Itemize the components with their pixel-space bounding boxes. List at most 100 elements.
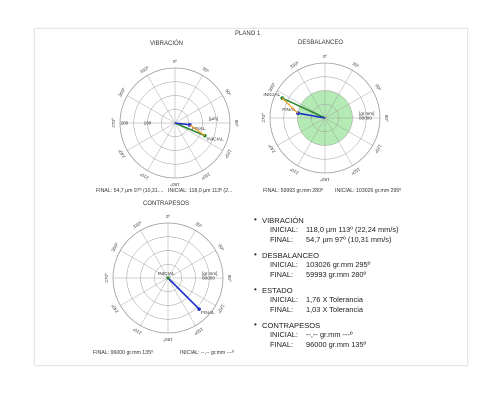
angle-tick-label: 0º bbox=[173, 59, 178, 64]
angle-tick-label: 30º bbox=[351, 61, 360, 69]
grid-spoke bbox=[174, 122, 223, 151]
angle-tick-label: 60º bbox=[374, 83, 382, 92]
vector-tip-final bbox=[197, 307, 201, 311]
angle-tick-label: 120º bbox=[216, 303, 225, 314]
vector-label: FINAL bbox=[282, 107, 296, 113]
report-panel bbox=[34, 28, 468, 366]
angle-tick-label: 240º bbox=[110, 303, 119, 314]
unit-label: [µm] bbox=[209, 116, 218, 121]
grid-spoke bbox=[324, 117, 353, 166]
difference-vector bbox=[189, 124, 206, 137]
angle-tick-label: 240º bbox=[117, 148, 126, 159]
angle-tick-label: 300º bbox=[117, 87, 126, 98]
page-title: PLANO 1 bbox=[235, 31, 261, 37]
angle-tick-label: 180º bbox=[170, 182, 180, 187]
angle-tick-label: 270º bbox=[261, 113, 266, 123]
summary-label: INICIAL: bbox=[270, 295, 298, 304]
scale-outer-label: 80000 bbox=[359, 116, 372, 121]
summary-value: 1,03 X Tolerancia bbox=[306, 304, 363, 314]
angle-tick-label: 30º bbox=[194, 221, 203, 229]
grid-spoke bbox=[140, 277, 169, 326]
grid-spoke bbox=[147, 75, 176, 124]
grid-spoke bbox=[167, 277, 196, 326]
angle-tick-label: 150º bbox=[200, 172, 211, 181]
summary-contrapesos: CONTRAPESOS INICIAL: --,-- gr.mm ---º FIN… bbox=[254, 320, 454, 349]
grid-spoke bbox=[277, 117, 326, 146]
vector-final bbox=[297, 112, 326, 119]
angle-tick-label: 180º bbox=[320, 177, 330, 182]
footer-des-inicial: INICIAL: 103026 gr.mm 295º bbox=[335, 188, 402, 194]
vector-inicial bbox=[174, 122, 206, 137]
angle-tick-label: 0º bbox=[323, 54, 328, 59]
vector-inicial bbox=[281, 97, 326, 119]
angle-tick-label: 210º bbox=[132, 326, 143, 335]
vector-label: FINAL bbox=[201, 310, 215, 316]
summary-vibracion-title: VIBRACIÓN bbox=[254, 215, 454, 225]
grid-spoke bbox=[297, 70, 326, 119]
difference-vector bbox=[281, 97, 299, 114]
angle-tick-label: 270º bbox=[104, 273, 109, 283]
grid-spoke bbox=[120, 277, 169, 306]
footer-con-inicial: INICIAL: --,-- gr.mm ---º bbox=[180, 350, 234, 356]
summary-block: VIBRACIÓN INICIAL: 118,0 µm 113º (22,24 m… bbox=[254, 215, 454, 356]
footer-vib-final: FINAL: 54,7 µm 97º (10,31.... bbox=[96, 188, 164, 194]
vector-label: FINAL bbox=[192, 126, 206, 132]
center-label: INICIAL bbox=[158, 271, 175, 277]
grid-spoke bbox=[140, 230, 169, 279]
vector-label: INICIAL bbox=[263, 92, 280, 98]
angle-tick-label: 210º bbox=[139, 171, 150, 180]
grid-spoke bbox=[174, 75, 203, 124]
footer-vib-inicial: INICIAL: 118,0 µm 113º (2... bbox=[168, 188, 233, 194]
grid-spoke bbox=[324, 70, 353, 119]
grid-spoke bbox=[324, 90, 373, 119]
angle-tick-label: 120º bbox=[373, 143, 382, 154]
summary-label: FINAL: bbox=[270, 304, 293, 314]
angle-tick-label: 240º bbox=[267, 143, 276, 154]
angle-tick-label: 30º bbox=[201, 66, 210, 74]
vector-final bbox=[167, 277, 200, 310]
scale-inner-label: 100 bbox=[144, 121, 152, 126]
angle-tick-label: 330º bbox=[289, 60, 300, 69]
summary-value: 103026 gr.mm 295º bbox=[306, 260, 371, 269]
grid-spoke bbox=[127, 122, 176, 151]
grid-spoke bbox=[127, 95, 176, 124]
scale-outer-label: 80000 bbox=[202, 276, 215, 281]
summary-label: INICIAL: bbox=[270, 260, 298, 269]
grid-spoke bbox=[167, 250, 216, 279]
angle-tick-label: 270º bbox=[111, 118, 116, 128]
angle-tick-label: 90º bbox=[227, 275, 232, 282]
center-point bbox=[166, 276, 170, 280]
unit-label: [gr.mm] bbox=[202, 271, 217, 276]
summary-value: 118,0 µm 113º (22,24 mm/s) bbox=[306, 225, 399, 234]
grid-spoke bbox=[120, 250, 169, 279]
summary-label: FINAL: bbox=[270, 234, 293, 244]
summary-value: 96000 gr.mm 135º bbox=[306, 339, 367, 349]
summary-value: 1,76 X Tolerancia bbox=[306, 295, 363, 304]
footer-des-final: FINAL: 59993 gr.mm 280º bbox=[263, 188, 323, 194]
summary-value: --,-- gr.mm ---º bbox=[306, 330, 353, 339]
grid-spoke bbox=[167, 230, 196, 279]
summary-estado: ESTADO INICIAL: 1,76 X Tolerancia FINAL: 1… bbox=[254, 285, 454, 314]
grid-spoke bbox=[297, 117, 326, 166]
grid-spoke bbox=[147, 122, 176, 171]
angle-tick-label: 60º bbox=[224, 88, 232, 97]
chart-title-vibracion: VIBRACIÓN bbox=[150, 41, 184, 47]
angle-tick-label: 120º bbox=[223, 148, 232, 159]
angle-tick-label: 90º bbox=[234, 120, 239, 127]
summary-label: INICIAL: bbox=[270, 225, 298, 234]
scale-outer-label: 200 bbox=[121, 121, 129, 126]
summary-label: FINAL: bbox=[270, 339, 293, 349]
angle-tick-label: 60º bbox=[217, 243, 225, 252]
summary-value: 54,7 µm 97º (10,31 mm/s) bbox=[306, 234, 392, 244]
angle-tick-label: 210º bbox=[289, 166, 300, 175]
summary-contrapesos-title: CONTRAPESOS bbox=[254, 320, 454, 330]
chart-title-contrapesos: CONTRAPESOS bbox=[143, 201, 190, 207]
angle-tick-label: 330º bbox=[139, 65, 150, 74]
angle-tick-label: 300º bbox=[267, 82, 276, 93]
grid-spoke bbox=[174, 95, 223, 124]
angle-tick-label: 150º bbox=[350, 167, 361, 176]
summary-estado-title: ESTADO bbox=[254, 285, 454, 295]
angle-tick-label: 180º bbox=[163, 337, 173, 342]
